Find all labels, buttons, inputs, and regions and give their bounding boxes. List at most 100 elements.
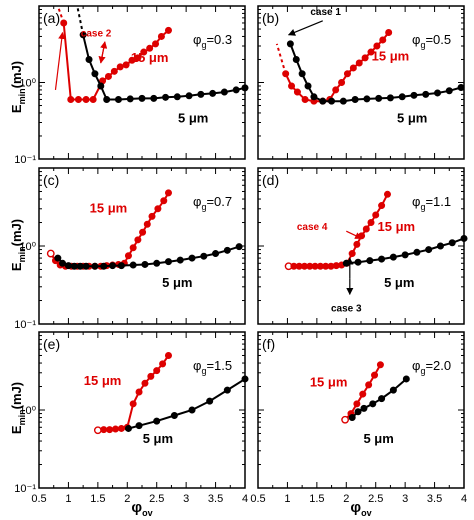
data-point — [375, 94, 383, 102]
series-annotation-label: 15 μm — [372, 48, 410, 63]
series-annotation-label: 15 μm — [84, 373, 122, 388]
x-tick-label: 2.5 — [149, 493, 164, 505]
y-axis-label-row-1: Emin(mJ) — [9, 61, 27, 113]
data-point — [402, 375, 410, 383]
series-annotation-label: 5 μm — [363, 431, 393, 446]
series-annotation-label: case 2 — [81, 28, 112, 39]
series-annotation-label: 15 μm — [90, 200, 128, 215]
data-point — [76, 262, 84, 270]
annotation-arrow — [287, 20, 323, 36]
data-point — [124, 424, 132, 432]
data-point — [367, 48, 375, 56]
data-point — [389, 386, 397, 394]
data-point — [298, 70, 306, 78]
y-axis-label-row-2: Emin(mJ) — [9, 219, 27, 271]
series-1 — [341, 361, 384, 424]
x-tick-label: 2 — [124, 493, 130, 505]
annotation-arrow — [346, 230, 363, 239]
data-point — [223, 246, 231, 254]
x-tick-label: 1.5 — [90, 493, 105, 505]
data-point — [366, 257, 374, 265]
data-point — [398, 93, 406, 101]
data-point — [310, 93, 318, 101]
data-point — [339, 97, 347, 105]
data-point — [376, 361, 384, 369]
data-point — [135, 422, 143, 430]
x-tick-label: 4 — [242, 493, 248, 505]
data-point — [371, 371, 379, 379]
x-axis-label-right: φov — [350, 499, 371, 518]
series-1 — [284, 190, 391, 271]
data-point — [292, 55, 300, 63]
series-2 — [76, 5, 249, 103]
data-point — [385, 29, 393, 37]
data-point — [348, 414, 356, 422]
data-point — [143, 220, 151, 228]
data-point — [460, 234, 468, 242]
y-tick-label: 10⁻¹ — [14, 319, 36, 331]
data-point — [355, 59, 363, 67]
data-point — [206, 397, 214, 405]
data-point — [436, 242, 444, 250]
data-point — [134, 54, 142, 62]
x-tick-label: 3 — [402, 493, 408, 505]
data-point — [241, 84, 249, 92]
data-point — [106, 426, 114, 434]
x-tick-label: 0.5 — [250, 493, 265, 505]
data-point — [354, 408, 362, 416]
data-point — [116, 63, 124, 71]
data-point — [153, 417, 161, 425]
panel-label: (e) — [43, 336, 60, 352]
data-point — [117, 262, 125, 270]
data-point — [82, 95, 90, 103]
data-point — [319, 97, 327, 105]
x-tick-label: 3.5 — [427, 493, 442, 505]
y-tick-label: 10⁰ — [19, 405, 36, 417]
data-point — [401, 251, 409, 259]
data-point — [164, 26, 172, 34]
data-point — [354, 258, 362, 266]
y-tick-label: 10⁰ — [19, 241, 36, 253]
plot-frame — [38, 167, 246, 325]
panel-label: (f) — [262, 336, 275, 352]
data-point — [164, 189, 172, 197]
data-point — [378, 255, 386, 263]
data-point — [378, 202, 386, 210]
phi-g-annotation: φg=0.5 — [412, 32, 451, 50]
data-point — [410, 91, 418, 99]
data-point — [103, 95, 111, 103]
panel-5: 0.5 1 1.5 2 2.5 3 3.5 4 10⁻¹ 10⁰ 15 μm 5 μm (e) φg=1.… — [14, 331, 249, 505]
data-point — [176, 256, 184, 264]
data-point — [212, 250, 220, 258]
data-point — [185, 92, 193, 100]
data-point — [197, 90, 205, 98]
data-point — [129, 244, 137, 252]
x-tick-label: 2 — [343, 493, 349, 505]
data-point — [378, 395, 386, 403]
data-point — [100, 262, 108, 270]
data-point — [159, 360, 167, 368]
data-point — [434, 89, 442, 97]
data-point — [304, 82, 312, 90]
data-point — [153, 367, 161, 375]
series-line — [346, 237, 465, 265]
phi-g-annotation: φg=2.0 — [412, 358, 451, 376]
data-point — [138, 94, 146, 102]
data-point — [152, 40, 160, 48]
data-point — [59, 259, 67, 267]
data-point — [373, 42, 381, 50]
data-point — [209, 89, 217, 97]
data-point — [128, 56, 136, 64]
data-point — [70, 262, 78, 270]
plot-frame — [38, 331, 246, 489]
series-annotation-label: 5 μm — [143, 431, 173, 446]
data-point — [353, 400, 361, 408]
series-2 — [286, 40, 465, 105]
data-point — [150, 94, 158, 102]
data-point — [360, 404, 368, 412]
series-2 — [124, 375, 249, 432]
data-point — [141, 379, 149, 387]
data-point — [425, 246, 433, 254]
data-point — [97, 82, 105, 90]
